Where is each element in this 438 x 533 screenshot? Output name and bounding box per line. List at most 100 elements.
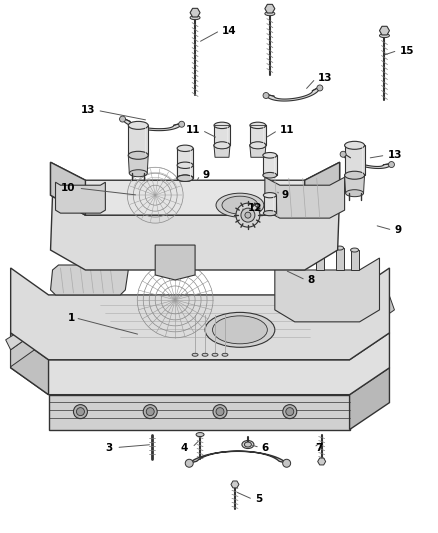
Polygon shape: [56, 182, 106, 213]
Ellipse shape: [128, 122, 148, 130]
Polygon shape: [49, 394, 350, 430]
Ellipse shape: [177, 175, 193, 181]
Circle shape: [263, 93, 269, 99]
Polygon shape: [250, 146, 266, 157]
Ellipse shape: [214, 142, 230, 149]
Polygon shape: [250, 125, 266, 146]
Ellipse shape: [128, 151, 148, 159]
Circle shape: [74, 405, 88, 418]
Text: 13: 13: [388, 150, 402, 160]
Polygon shape: [155, 245, 195, 280]
Text: 3: 3: [105, 442, 112, 453]
Ellipse shape: [177, 175, 193, 181]
Circle shape: [241, 208, 255, 222]
Ellipse shape: [250, 142, 266, 149]
Polygon shape: [190, 9, 200, 17]
Circle shape: [389, 161, 395, 167]
Circle shape: [283, 459, 291, 467]
Polygon shape: [123, 118, 182, 131]
Circle shape: [179, 121, 185, 127]
Circle shape: [286, 408, 294, 416]
Ellipse shape: [379, 34, 389, 38]
Circle shape: [185, 459, 193, 467]
Ellipse shape: [214, 122, 230, 128]
Polygon shape: [345, 146, 364, 175]
Circle shape: [143, 405, 157, 418]
Circle shape: [120, 116, 126, 122]
Polygon shape: [350, 296, 395, 338]
Polygon shape: [11, 323, 49, 367]
Circle shape: [216, 408, 224, 416]
Ellipse shape: [350, 248, 359, 252]
Circle shape: [236, 203, 260, 227]
Circle shape: [283, 405, 297, 418]
Text: 13: 13: [81, 106, 95, 116]
Ellipse shape: [244, 442, 251, 447]
Text: 14: 14: [222, 26, 237, 36]
Polygon shape: [275, 258, 379, 322]
Circle shape: [77, 408, 85, 416]
Ellipse shape: [196, 433, 204, 437]
Ellipse shape: [263, 211, 276, 216]
Ellipse shape: [205, 312, 275, 348]
Ellipse shape: [316, 246, 324, 250]
Text: 8: 8: [308, 275, 315, 285]
Polygon shape: [11, 268, 389, 360]
Circle shape: [213, 405, 227, 418]
Polygon shape: [50, 162, 339, 215]
Polygon shape: [177, 165, 193, 178]
Ellipse shape: [346, 190, 364, 197]
Ellipse shape: [250, 142, 266, 149]
Ellipse shape: [190, 15, 200, 20]
Text: 5: 5: [255, 495, 262, 504]
Polygon shape: [214, 146, 230, 157]
Polygon shape: [189, 451, 286, 463]
Text: 13: 13: [318, 74, 332, 84]
Polygon shape: [50, 195, 339, 270]
Polygon shape: [50, 265, 128, 295]
Polygon shape: [379, 26, 389, 35]
Ellipse shape: [242, 441, 254, 449]
Circle shape: [146, 408, 154, 416]
Polygon shape: [350, 250, 359, 270]
Polygon shape: [316, 248, 324, 270]
Ellipse shape: [177, 145, 193, 151]
Polygon shape: [6, 315, 49, 350]
Ellipse shape: [222, 196, 258, 214]
Text: 6: 6: [262, 442, 269, 453]
Ellipse shape: [216, 193, 264, 217]
Text: 15: 15: [399, 45, 414, 55]
Polygon shape: [11, 333, 49, 394]
Polygon shape: [336, 248, 343, 270]
Polygon shape: [128, 125, 148, 155]
Ellipse shape: [177, 162, 193, 168]
Ellipse shape: [177, 175, 193, 181]
Polygon shape: [231, 481, 239, 488]
Ellipse shape: [129, 169, 147, 177]
Circle shape: [245, 212, 251, 218]
Text: 4: 4: [181, 442, 188, 453]
Polygon shape: [343, 153, 392, 168]
Polygon shape: [263, 155, 277, 175]
Text: 9: 9: [282, 190, 289, 200]
Polygon shape: [305, 162, 339, 215]
Text: 7: 7: [316, 442, 323, 453]
Text: 11: 11: [280, 125, 294, 135]
Ellipse shape: [265, 12, 275, 15]
Ellipse shape: [263, 152, 277, 158]
Polygon shape: [214, 125, 230, 146]
Ellipse shape: [336, 246, 343, 250]
Polygon shape: [264, 195, 276, 213]
Ellipse shape: [345, 171, 364, 179]
Ellipse shape: [192, 353, 198, 356]
Polygon shape: [265, 177, 345, 218]
Ellipse shape: [250, 122, 266, 128]
Polygon shape: [177, 148, 193, 178]
Text: 10: 10: [61, 183, 75, 193]
Polygon shape: [265, 4, 275, 13]
Ellipse shape: [212, 353, 218, 356]
Polygon shape: [128, 155, 148, 173]
Polygon shape: [345, 175, 364, 193]
Polygon shape: [350, 368, 389, 430]
Polygon shape: [11, 333, 389, 394]
